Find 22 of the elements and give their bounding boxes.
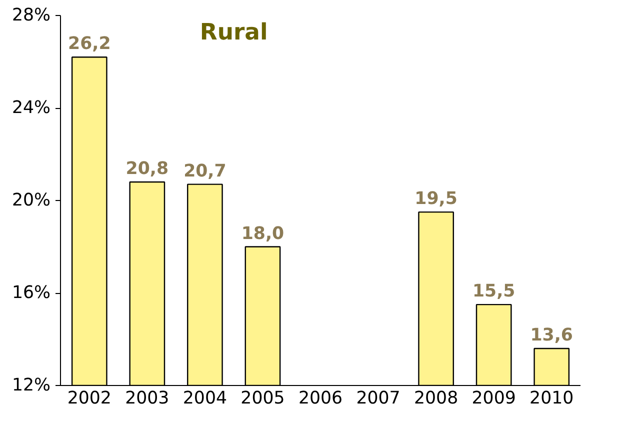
y-tick-label: 28% <box>12 6 50 26</box>
x-tick-label: 2005 <box>240 388 285 408</box>
x-tick-label: 2009 <box>472 388 516 408</box>
y-tick-label: 24% <box>12 98 50 118</box>
x-tick-label: 2002 <box>67 388 112 408</box>
chart-title: Rural <box>200 20 268 46</box>
data-label: 19,5 <box>414 189 458 210</box>
y-tick-label: 16% <box>12 283 50 303</box>
x-tick-label: 2010 <box>530 388 574 408</box>
data-label: 15,5 <box>472 282 516 302</box>
data-label: 13,6 <box>530 326 573 346</box>
y-tick-label: 20% <box>12 190 50 210</box>
x-tick-label: 2004 <box>182 388 228 408</box>
y-tick-label: 12% <box>12 376 50 396</box>
data-label: 20,8 <box>126 159 169 179</box>
x-tick-label: 2007 <box>356 388 400 408</box>
x-tick-label: 2006 <box>298 388 343 408</box>
x-tick-label: 2003 <box>125 388 170 408</box>
data-label: 18,0 <box>241 224 284 244</box>
data-label: 26,2 <box>68 34 111 54</box>
x-tick-label: 2008 <box>414 388 458 408</box>
data-label: 20,7 <box>184 161 226 182</box>
